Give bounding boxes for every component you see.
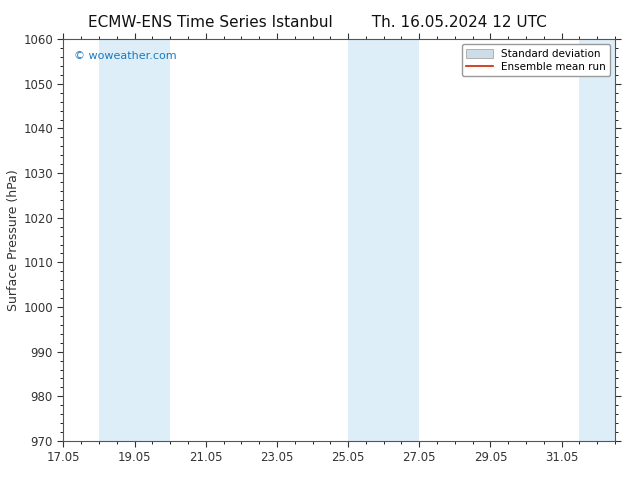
Legend: Standard deviation, Ensemble mean run: Standard deviation, Ensemble mean run (462, 45, 610, 76)
Y-axis label: Surface Pressure (hPa): Surface Pressure (hPa) (8, 169, 20, 311)
Bar (348, 39, 419, 441)
Bar (579, 39, 633, 441)
Bar (99, 39, 170, 441)
Text: © woweather.com: © woweather.com (74, 51, 177, 61)
Text: ECMW-ENS Time Series Istanbul        Th. 16.05.2024 12 UTC: ECMW-ENS Time Series Istanbul Th. 16.05.… (87, 15, 547, 30)
